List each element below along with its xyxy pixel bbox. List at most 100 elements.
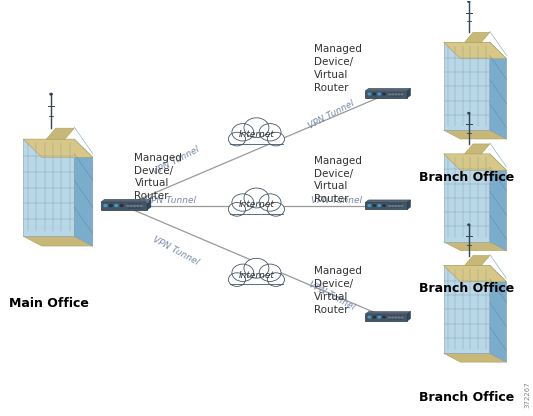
- Circle shape: [377, 204, 381, 207]
- Text: Managed
Device/
Virtual
Router: Managed Device/ Virtual Router: [313, 44, 361, 92]
- Bar: [389, 315, 403, 320]
- Circle shape: [133, 205, 136, 207]
- Text: 372267: 372267: [524, 381, 530, 409]
- Circle shape: [382, 316, 386, 319]
- Polygon shape: [23, 139, 93, 157]
- Text: Internet: Internet: [238, 200, 274, 209]
- Circle shape: [253, 199, 272, 215]
- Circle shape: [259, 124, 281, 141]
- Polygon shape: [407, 312, 410, 321]
- Polygon shape: [365, 314, 407, 321]
- Polygon shape: [443, 265, 490, 353]
- Circle shape: [400, 93, 403, 96]
- Circle shape: [229, 203, 246, 216]
- Polygon shape: [101, 199, 151, 202]
- Polygon shape: [443, 42, 506, 59]
- Circle shape: [382, 204, 386, 207]
- Circle shape: [268, 132, 285, 146]
- Circle shape: [388, 205, 391, 207]
- Circle shape: [388, 93, 391, 96]
- Circle shape: [259, 264, 281, 282]
- Polygon shape: [465, 32, 490, 42]
- Circle shape: [109, 204, 113, 207]
- Polygon shape: [23, 236, 93, 246]
- Circle shape: [119, 204, 124, 207]
- Polygon shape: [443, 242, 506, 250]
- Polygon shape: [443, 154, 506, 170]
- Circle shape: [244, 188, 269, 208]
- Circle shape: [241, 199, 260, 215]
- Circle shape: [241, 129, 260, 145]
- Text: Internet: Internet: [238, 130, 274, 139]
- Circle shape: [244, 258, 269, 278]
- Polygon shape: [443, 42, 490, 130]
- Polygon shape: [490, 42, 506, 139]
- Polygon shape: [229, 278, 284, 284]
- Circle shape: [241, 270, 260, 285]
- Text: VPN Tunnel: VPN Tunnel: [151, 145, 200, 177]
- Circle shape: [391, 93, 394, 96]
- Bar: [126, 203, 142, 209]
- Circle shape: [394, 93, 397, 96]
- Polygon shape: [365, 88, 410, 91]
- Circle shape: [373, 92, 376, 96]
- Polygon shape: [443, 130, 506, 139]
- Circle shape: [49, 93, 53, 96]
- Polygon shape: [407, 200, 410, 210]
- Polygon shape: [101, 202, 147, 210]
- Text: VPN Tunnel: VPN Tunnel: [311, 196, 362, 205]
- Circle shape: [253, 129, 272, 145]
- Circle shape: [253, 270, 272, 285]
- Circle shape: [232, 124, 254, 141]
- Circle shape: [397, 93, 400, 96]
- Circle shape: [388, 316, 391, 319]
- Polygon shape: [229, 138, 284, 144]
- Circle shape: [114, 204, 118, 207]
- Circle shape: [391, 316, 394, 319]
- Text: VPN Tunnel: VPN Tunnel: [307, 99, 357, 131]
- Polygon shape: [465, 255, 490, 265]
- Polygon shape: [74, 139, 93, 246]
- Circle shape: [368, 92, 372, 96]
- Text: Managed
Device/
Virtual
Router: Managed Device/ Virtual Router: [313, 266, 361, 315]
- Circle shape: [394, 205, 397, 207]
- Circle shape: [130, 205, 133, 207]
- Circle shape: [244, 118, 269, 138]
- Circle shape: [268, 273, 285, 286]
- Polygon shape: [443, 265, 506, 282]
- Circle shape: [467, 112, 471, 114]
- Circle shape: [467, 0, 471, 3]
- Text: Managed
Device/
Virtual
Router: Managed Device/ Virtual Router: [134, 153, 182, 201]
- Polygon shape: [229, 277, 285, 285]
- Polygon shape: [147, 199, 151, 210]
- Polygon shape: [365, 200, 410, 203]
- Polygon shape: [365, 91, 407, 98]
- Circle shape: [368, 204, 372, 207]
- Circle shape: [400, 316, 403, 319]
- Circle shape: [268, 203, 285, 216]
- Circle shape: [229, 132, 246, 146]
- Circle shape: [126, 205, 130, 207]
- Circle shape: [397, 316, 400, 319]
- Circle shape: [232, 194, 254, 211]
- Circle shape: [140, 205, 143, 207]
- Text: Main Office: Main Office: [9, 297, 88, 310]
- Text: Internet: Internet: [238, 270, 274, 280]
- Circle shape: [103, 204, 108, 207]
- Circle shape: [467, 223, 471, 226]
- Polygon shape: [443, 154, 490, 242]
- Circle shape: [377, 316, 381, 319]
- Circle shape: [136, 205, 140, 207]
- Polygon shape: [407, 88, 410, 98]
- Polygon shape: [365, 312, 410, 314]
- Text: Branch Office: Branch Office: [419, 391, 514, 404]
- Circle shape: [391, 205, 394, 207]
- Text: VPN Tunnel: VPN Tunnel: [146, 196, 196, 205]
- Polygon shape: [490, 265, 506, 362]
- Circle shape: [373, 204, 376, 207]
- Polygon shape: [365, 203, 407, 210]
- Text: VPN Tunnel: VPN Tunnel: [307, 280, 357, 312]
- Circle shape: [400, 205, 403, 207]
- Bar: [389, 203, 403, 208]
- Polygon shape: [229, 137, 285, 145]
